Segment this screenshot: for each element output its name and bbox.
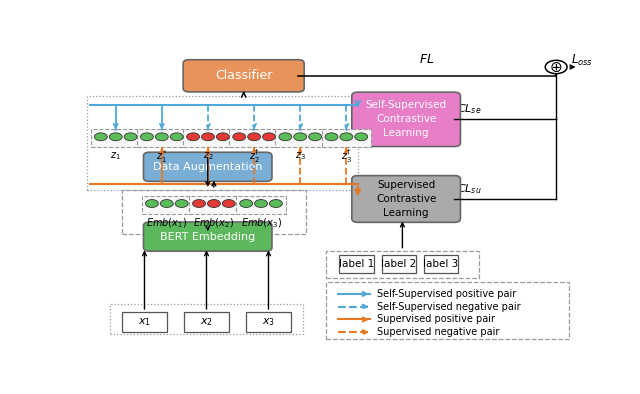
Text: $x_3$: $x_3$: [262, 316, 275, 328]
Text: $Emb(x_1)$: $Emb(x_1)$: [147, 216, 188, 230]
Circle shape: [161, 200, 173, 208]
Circle shape: [193, 200, 205, 208]
Text: $z_3$: $z_3$: [295, 151, 306, 162]
Circle shape: [240, 200, 253, 208]
FancyBboxPatch shape: [352, 92, 460, 147]
Bar: [122, 190, 306, 234]
Bar: [88, 96, 358, 190]
Text: Self-Supervised
Contrastive
Learning: Self-Supervised Contrastive Learning: [365, 100, 447, 138]
Text: Supervised negative pair: Supervised negative pair: [376, 327, 499, 337]
Circle shape: [308, 133, 321, 141]
Text: label 2: label 2: [381, 259, 417, 269]
Bar: [326, 251, 479, 278]
Text: $Emb(x_2)$: $Emb(x_2)$: [193, 216, 234, 230]
Circle shape: [145, 200, 158, 208]
FancyBboxPatch shape: [143, 152, 272, 181]
Text: $CL_{se}$: $CL_{se}$: [457, 102, 481, 116]
Text: label 3: label 3: [424, 259, 459, 269]
Text: $z_2$: $z_2$: [203, 151, 213, 162]
Circle shape: [187, 133, 200, 141]
Circle shape: [255, 200, 268, 208]
Text: $x_2$: $x_2$: [200, 316, 213, 328]
Bar: [424, 255, 458, 273]
Circle shape: [222, 200, 236, 208]
Circle shape: [216, 133, 229, 141]
Bar: [321, 129, 371, 147]
Bar: [110, 304, 303, 334]
Text: Self-Supervised positive pair: Self-Supervised positive pair: [376, 289, 516, 299]
Circle shape: [248, 133, 260, 141]
Bar: [381, 255, 416, 273]
Bar: [142, 196, 191, 214]
Text: Supervised
Contrastive
Learning: Supervised Contrastive Learning: [376, 180, 436, 218]
Circle shape: [156, 133, 168, 141]
Circle shape: [202, 133, 214, 141]
FancyBboxPatch shape: [143, 222, 272, 251]
Circle shape: [279, 133, 292, 141]
Bar: [339, 255, 374, 273]
Circle shape: [262, 133, 275, 141]
Text: Self-Supervised negative pair: Self-Supervised negative pair: [376, 302, 520, 312]
Text: $z_1^*$: $z_1^*$: [156, 148, 168, 165]
Text: $z_2^{\dagger}$: $z_2^{\dagger}$: [249, 148, 260, 165]
Circle shape: [141, 133, 154, 141]
Bar: [229, 129, 279, 147]
Circle shape: [175, 200, 188, 208]
Text: $z_3^{\dagger}$: $z_3^{\dagger}$: [341, 148, 352, 165]
Text: label 1: label 1: [339, 259, 374, 269]
Bar: [137, 129, 187, 147]
Circle shape: [233, 133, 246, 141]
Bar: [183, 129, 233, 147]
Circle shape: [207, 200, 220, 208]
Circle shape: [94, 133, 108, 141]
Text: $CL_{su}$: $CL_{su}$: [457, 182, 481, 196]
Text: $z_1$: $z_1$: [110, 151, 121, 162]
Bar: [275, 129, 325, 147]
Circle shape: [355, 133, 367, 141]
Circle shape: [170, 133, 183, 141]
Circle shape: [325, 133, 338, 141]
Text: $FL$: $FL$: [419, 53, 435, 66]
Text: $x_1$: $x_1$: [138, 316, 151, 328]
Bar: [184, 312, 229, 333]
Bar: [326, 282, 568, 338]
Bar: [189, 196, 239, 214]
Text: Supervised positive pair: Supervised positive pair: [376, 314, 495, 324]
Text: $L_{oss}$: $L_{oss}$: [571, 53, 593, 69]
Circle shape: [109, 133, 122, 141]
Circle shape: [545, 60, 567, 74]
Bar: [246, 312, 291, 333]
Text: $\oplus$: $\oplus$: [550, 59, 563, 74]
Bar: [236, 196, 286, 214]
FancyBboxPatch shape: [183, 60, 304, 92]
Text: $Emb(x_3)$: $Emb(x_3)$: [241, 216, 282, 230]
Circle shape: [269, 200, 282, 208]
Circle shape: [124, 133, 137, 141]
Text: BERT Embedding: BERT Embedding: [160, 232, 255, 242]
Text: Data Augmentation: Data Augmentation: [153, 162, 262, 172]
Text: Classifier: Classifier: [215, 69, 273, 82]
Circle shape: [340, 133, 353, 141]
Bar: [122, 312, 167, 333]
FancyBboxPatch shape: [352, 176, 460, 222]
Circle shape: [294, 133, 307, 141]
Bar: [91, 129, 141, 147]
